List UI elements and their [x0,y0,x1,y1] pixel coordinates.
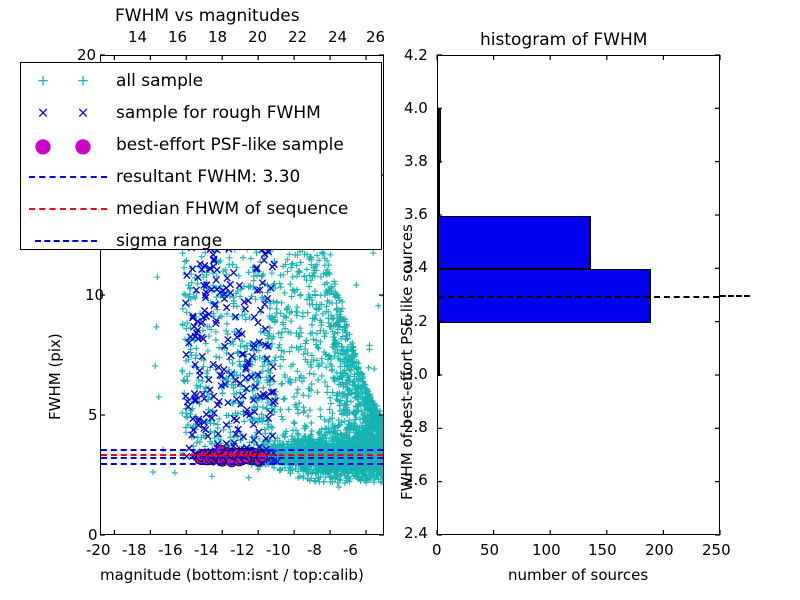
right-ytick-3.4: 3.4 [404,258,428,276]
left-ytick-0: 0 [88,526,98,544]
bottom-tick-m14: -14 [194,541,219,559]
legend-label: resultant FWHM: 3.30 [116,167,301,187]
resultant-fwhm-reference-line-overhang [720,295,750,297]
right-xtick-100: 100 [532,541,561,559]
legend-marker-circle-icon: ● ● [34,133,92,157]
right-plot-frame [437,55,720,535]
legend-label: median FHWM of sequence [116,199,349,219]
top-tick-20: 20 [248,28,268,46]
legend-line-dashed-red-icon [21,193,116,225]
histogram-bar [438,322,440,376]
right-ytick-4.0: 4.0 [404,99,428,117]
legend-marker-cross-icon: × × [36,103,90,122]
legend-label: best-effort PSF-like sample [116,135,344,155]
top-tick-14: 14 [128,28,148,46]
right-ytick-2.4: 2.4 [404,524,428,542]
median-fwhm-line [101,454,383,457]
bottom-tick-m16: -16 [158,541,183,559]
top-tick-16: 16 [168,28,188,46]
sigma-range-upper-line [101,449,383,452]
right-ytick-3.2: 3.2 [404,312,428,330]
top-tick-24: 24 [328,28,348,46]
histogram-bar [438,269,651,323]
right-xtick-50: 50 [480,541,500,559]
top-tick-18: 18 [208,28,228,46]
left-panel-title: FWHM vs magnitudes [115,6,300,26]
legend-item-all-sample: + + all sample [21,65,381,97]
histogram-bar [438,109,442,163]
right-ytick-3.6: 3.6 [404,205,428,223]
right-xtick-200: 200 [645,541,674,559]
bottom-tick-m8: -8 [307,541,322,559]
resultant-fwhm-line [101,456,383,459]
bottom-tick-m10: -10 [266,541,291,559]
right-panel-title: histogram of FWHM [480,30,648,50]
right-ytick-2.6: 2.6 [404,471,428,489]
right-xtick-250: 250 [702,541,731,559]
bottom-tick-m6: -6 [343,541,358,559]
histogram-bars [438,56,719,534]
legend-label: sample for rough FWHM [116,103,321,123]
top-tick-22: 22 [288,28,308,46]
legend-label: sigma range [116,231,223,251]
right-xtick-150: 150 [588,541,617,559]
left-ytick-20: 20 [77,46,97,64]
histogram-bar [438,162,440,216]
right-xaxis-title: number of sources [508,566,649,584]
legend-marker-plus-icon: + + [36,71,90,90]
legend-item-sigma-range: sigma range [21,225,381,257]
legend-line-dashed-blue-icon [21,161,116,193]
left-ytick-10: 10 [85,286,105,304]
bottom-tick-m20: -20 [86,541,111,559]
right-ytick-3.0: 3.0 [404,365,428,383]
resultant-fwhm-reference-line [438,296,719,298]
legend-label: all sample [116,71,204,91]
legend: + + all sample × × sample for rough FWHM… [20,62,382,251]
legend-item-psf-like: ● ● best-effort PSF-like sample [21,129,381,161]
top-tick-26: 26 [366,28,386,46]
legend-item-resultant-fwhm: resultant FWHM: 3.30 [21,161,381,193]
right-ytick-2.8: 2.8 [404,418,428,436]
legend-item-rough-fwhm: × × sample for rough FWHM [21,97,381,129]
histogram-bar [438,216,591,270]
left-yaxis-title: FWHM (pix) [46,333,64,420]
right-yaxis-title: FWHM of best-effort PSF-like sources [398,224,416,500]
right-ytick-4.2: 4.2 [404,46,428,64]
right-xtick-0: 0 [432,541,442,559]
left-xaxis-title: magnitude (bottom:isnt / top:calib) [100,566,364,584]
bottom-tick-m12: -12 [230,541,255,559]
left-ytick-5: 5 [88,406,98,424]
sigma-range-lower-line [101,462,383,465]
right-ytick-3.8: 3.8 [404,152,428,170]
legend-item-median-fhwm: median FHWM of sequence [21,193,381,225]
bottom-tick-m18: -18 [122,541,147,559]
legend-line-dashdot-icon [21,225,116,257]
